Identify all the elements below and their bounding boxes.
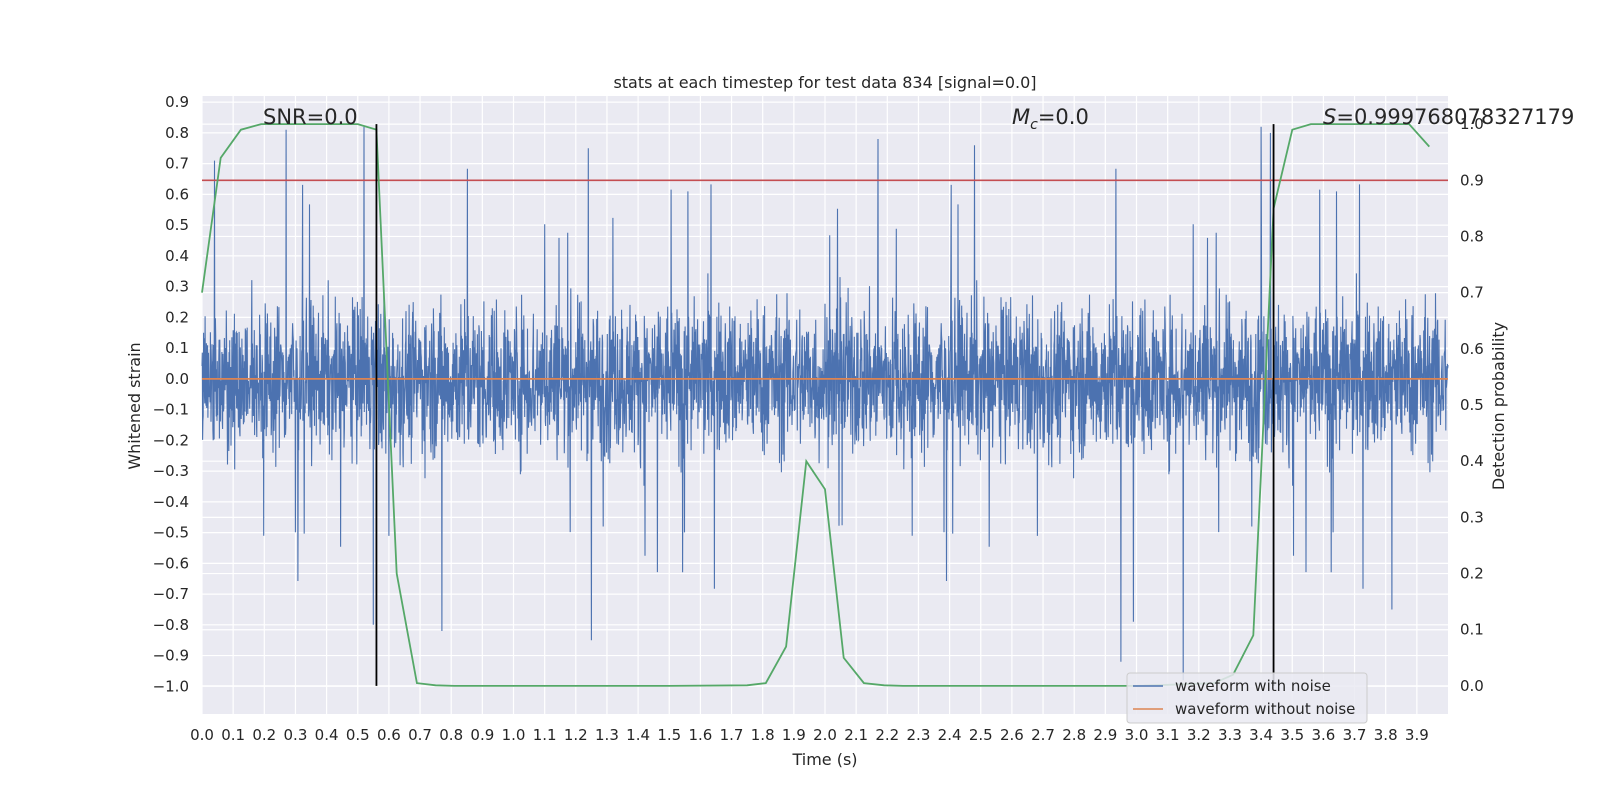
y-tick-label: 0.1	[165, 339, 189, 357]
x-tick-label: 3.1	[1156, 726, 1180, 744]
y-tick-label: 0.2	[165, 308, 189, 326]
x-tick-label: 0.2	[252, 726, 276, 744]
x-tick-label: 1.5	[657, 726, 681, 744]
y2-tick-label: 0.7	[1460, 284, 1484, 302]
x-tick-label: 0.3	[284, 726, 308, 744]
noise-trace	[201, 126, 1449, 681]
x-tick-label: 3.8	[1374, 726, 1398, 744]
x-tick-label: 1.1	[533, 726, 557, 744]
legend: waveform with noise waveform without noi…	[1126, 672, 1368, 724]
y-tick-label: 0.5	[165, 216, 189, 234]
x-tick-label: 2.8	[1062, 726, 1086, 744]
x-tick-label: 2.4	[938, 726, 962, 744]
x-tick-label: 0.8	[439, 726, 463, 744]
y2-tick-label: 0.1	[1460, 621, 1484, 639]
y-tick-label: −0.1	[153, 401, 189, 419]
x-tick-label: 1.2	[564, 726, 588, 744]
x-tick-label: 3.2	[1187, 726, 1211, 744]
x-tick-label: 1.0	[502, 726, 526, 744]
y-tick-label: 0.3	[165, 278, 189, 296]
y2-tick-label: 0.5	[1460, 396, 1484, 414]
x-tick-label: 2.5	[969, 726, 993, 744]
x-tick-label: 3.3	[1218, 726, 1242, 744]
chart-title: stats at each timestep for test data 834…	[613, 73, 1036, 92]
y-tick-label: −0.4	[153, 493, 189, 511]
x-tick-label: 3.4	[1249, 726, 1273, 744]
x-tick-label: 2.6	[1000, 726, 1024, 744]
x-tick-label: 2.3	[907, 726, 931, 744]
y2-tick-label: 0.6	[1460, 340, 1484, 358]
y2-tick-label: 0.2	[1460, 565, 1484, 583]
x-tick-label: 0.9	[470, 726, 494, 744]
x-tick-label: 0.7	[408, 726, 432, 744]
y2-tick-label: 0.0	[1460, 677, 1484, 695]
series-waveform-with-noise	[201, 126, 1449, 681]
y-tick-labels: 0.9 0.8 0.7 0.6 0.5 0.4 0.3 0.2 0.1 0.0 −0.1 −0.2 −0…	[153, 93, 189, 695]
y-tick-label: −0.5	[153, 524, 189, 542]
x-tick-label: 0.5	[346, 726, 370, 744]
x-tick-label: 3.0	[1125, 726, 1149, 744]
y-tick-label: −0.6	[153, 554, 189, 572]
y2-tick-label: 0.9	[1460, 171, 1484, 189]
y-axis-label: Whitened strain	[125, 342, 144, 469]
y-tick-label: −0.9	[153, 647, 189, 665]
y-tick-label: −0.3	[153, 462, 189, 480]
y-tick-label: 0.0	[165, 370, 189, 388]
x-tick-label: 3.6	[1311, 726, 1335, 744]
x-tick-label: 1.8	[751, 726, 775, 744]
y2-tick-label: 0.8	[1460, 227, 1484, 245]
x-tick-label: 3.5	[1280, 726, 1304, 744]
y-tick-label: −0.8	[153, 616, 189, 634]
x-tick-label: 2.2	[875, 726, 899, 744]
y2-tick-label: 0.3	[1460, 508, 1484, 526]
y2-axis-label: Detection probability	[1489, 322, 1508, 490]
x-tick-label: 0.6	[377, 726, 401, 744]
x-tick-label: 2.1	[844, 726, 868, 744]
x-tick-label: 1.9	[782, 726, 806, 744]
y2-tick-labels: 1.0 0.9 0.8 0.7 0.6 0.5 0.4 0.3 0.2 0.1 0.0	[1460, 115, 1484, 695]
y-tick-label: 0.6	[165, 185, 189, 203]
chirp-mass-annotation: Mc=0.0	[1012, 105, 1089, 133]
snr-annotation: SNR=0.0	[263, 105, 358, 129]
x-tick-label: 2.7	[1031, 726, 1055, 744]
y-tick-label: −1.0	[153, 677, 189, 695]
x-tick-label: 2.9	[1093, 726, 1117, 744]
score-annotation: S=0.999768078327179	[1323, 105, 1574, 129]
y-tick-label: 0.9	[165, 93, 189, 111]
y-tick-label: 0.8	[165, 124, 189, 142]
y-tick-label: 0.7	[165, 155, 189, 173]
x-tick-label: 0.1	[221, 726, 245, 744]
y-tick-label: 0.4	[165, 247, 189, 265]
legend-label-clean: waveform without noise	[1175, 700, 1355, 718]
x-tick-label: 1.7	[720, 726, 744, 744]
x-tick-label: 0.0	[190, 726, 214, 744]
x-tick-label: 1.4	[626, 726, 650, 744]
legend-box	[1126, 672, 1368, 724]
y2-tick-label: 0.4	[1460, 452, 1484, 470]
overlays	[201, 123, 1448, 687]
y2-tick-label: 1.0	[1460, 115, 1484, 133]
legend-label-noise: waveform with noise	[1175, 677, 1331, 695]
x-tick-label: 1.6	[688, 726, 712, 744]
x-tick-label: 0.4	[315, 726, 339, 744]
x-tick-label: 2.0	[813, 726, 837, 744]
x-axis-label: Time (s)	[791, 750, 857, 769]
x-tick-label: 3.7	[1343, 726, 1367, 744]
x-tick-label: 3.9	[1405, 726, 1429, 744]
y-tick-label: −0.2	[153, 431, 189, 449]
x-tick-label: 1.3	[595, 726, 619, 744]
y-tick-label: −0.7	[153, 585, 189, 603]
x-tick-labels: 0.0 0.1 0.2 0.3 0.4 0.5 0.6 0.7 0.8 0.9 1.0 1.1 1.2 1…	[190, 726, 1429, 744]
